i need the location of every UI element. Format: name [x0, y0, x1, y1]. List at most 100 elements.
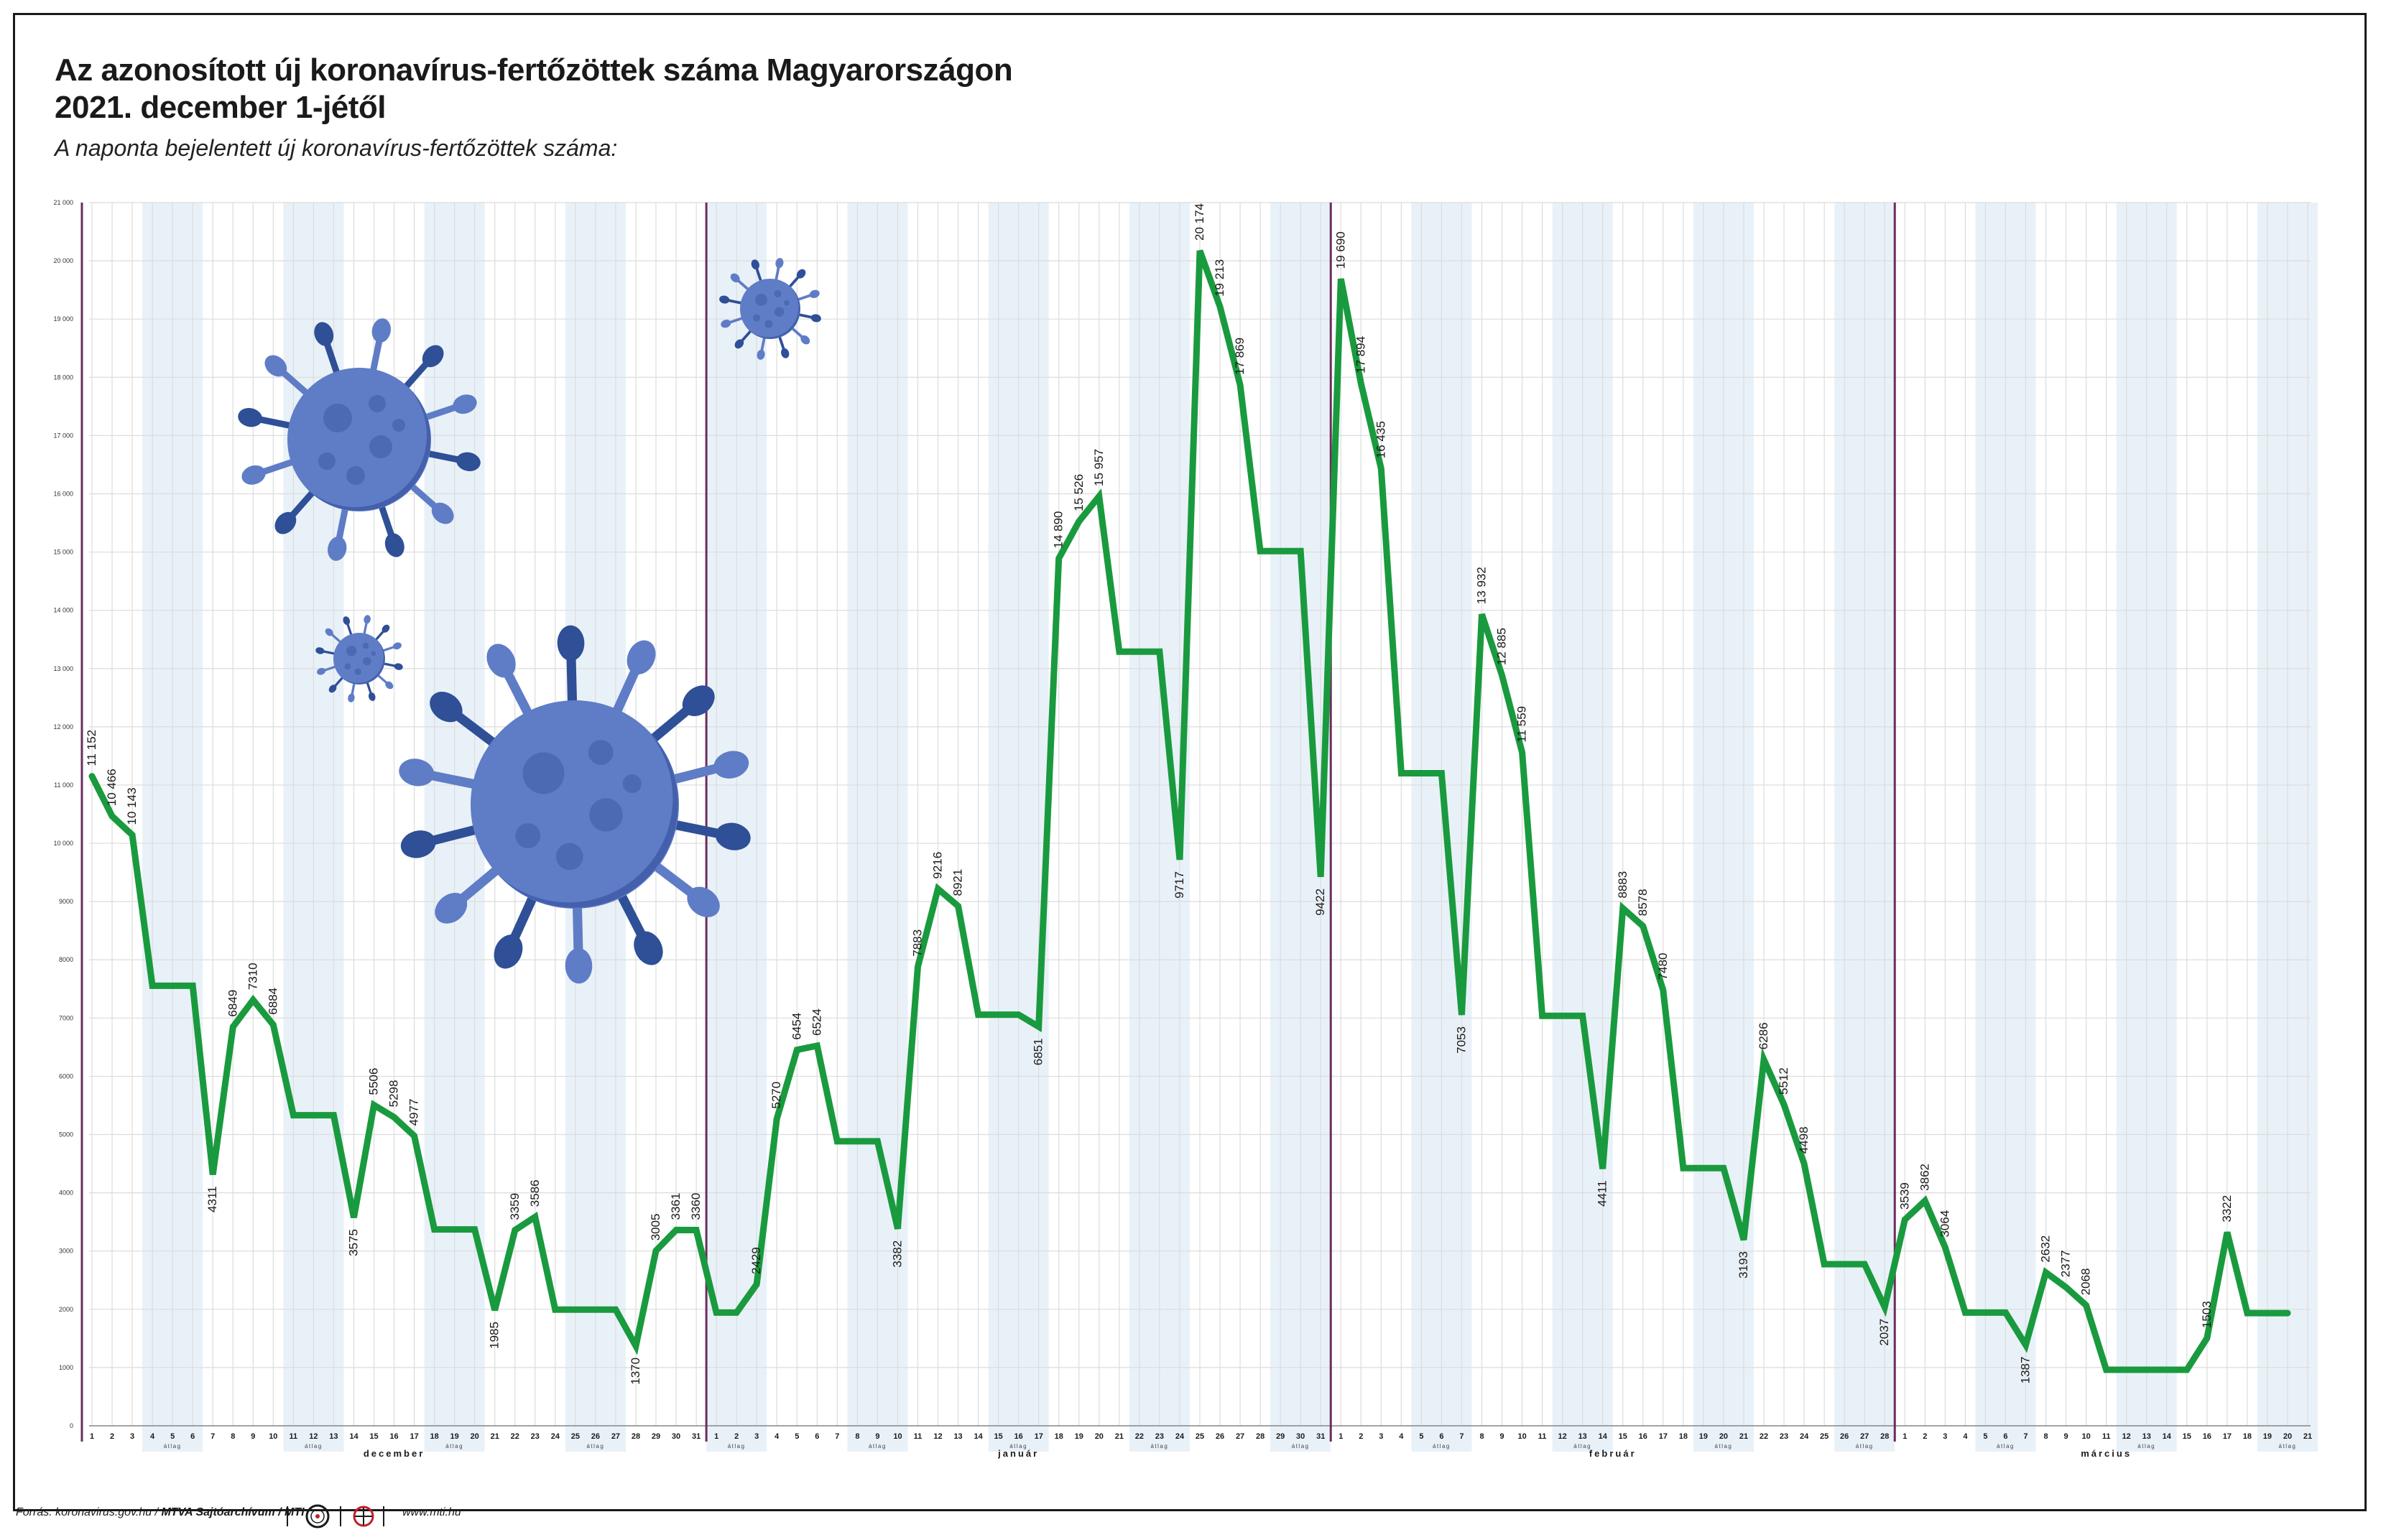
- x-tick-label: 24: [551, 1432, 560, 1441]
- x-tick-label: 7: [2023, 1432, 2028, 1441]
- x-tick-label: 9: [251, 1432, 255, 1441]
- x-tick-label: 25: [571, 1432, 580, 1441]
- x-tick-label: 14: [974, 1432, 983, 1441]
- x-tick-label: 13: [953, 1432, 962, 1441]
- x-tick-label: 30: [672, 1432, 680, 1441]
- x-tick-label: 16: [1639, 1432, 1647, 1441]
- x-tick-label: 8: [1479, 1432, 1484, 1441]
- x-tick-label: 7: [211, 1432, 215, 1441]
- x-tick-label: 19: [2263, 1432, 2272, 1441]
- x-tick-label: 17: [1035, 1432, 1043, 1441]
- x-tick-label: 19: [450, 1432, 459, 1441]
- x-tick-label: 24: [1175, 1432, 1185, 1441]
- y-tick-label: 19 000: [53, 315, 73, 323]
- data-label: 2068: [2079, 1268, 2093, 1295]
- y-tick-label: 13 000: [53, 665, 73, 672]
- x-tick-label: 20: [1719, 1432, 1728, 1441]
- x-tick-label: 14: [2163, 1432, 2172, 1441]
- data-label: 15 957: [1092, 449, 1106, 486]
- data-label: 3862: [1918, 1164, 1931, 1191]
- data-label: 7053: [1454, 1026, 1468, 1054]
- virus-illustrations: [238, 258, 821, 984]
- weekend-label: átlag: [2279, 1443, 2297, 1449]
- x-tick-label: 26: [1840, 1432, 1849, 1441]
- x-tick-label: 6: [1439, 1432, 1443, 1441]
- x-tick-label: 20: [1095, 1432, 1104, 1441]
- data-label: 19 213: [1213, 259, 1226, 297]
- data-label: 7310: [246, 962, 259, 990]
- footer-source-bold: MTVA Sajtóarchívum / MTI: [161, 1506, 305, 1518]
- y-tick-label: 5000: [59, 1131, 73, 1138]
- x-tick-label: 28: [1880, 1432, 1889, 1441]
- x-tick-label: 27: [1236, 1432, 1244, 1441]
- y-tick-label: 1000: [59, 1364, 73, 1371]
- y-tick-label: 17 000: [53, 432, 73, 439]
- mti-logo-icon: [353, 1506, 374, 1527]
- chart-title-line-1: Az azonosított új koronavírus-fertőzötte…: [55, 52, 1013, 88]
- x-tick-label: 12: [309, 1432, 318, 1441]
- mtva-logo-icon: [305, 1504, 330, 1529]
- x-tick-label: 2: [110, 1432, 114, 1441]
- x-tick-label: 15: [1619, 1432, 1627, 1441]
- y-tick-label: 7000: [59, 1014, 73, 1021]
- x-tick-label: 22: [1760, 1432, 1768, 1441]
- data-label: 3361: [669, 1193, 683, 1220]
- weekend-label: átlag: [586, 1443, 604, 1449]
- x-tick-label: 17: [1659, 1432, 1668, 1441]
- y-tick-label: 2000: [59, 1306, 73, 1313]
- x-tick-label: 11: [2102, 1432, 2111, 1441]
- x-tick-label: 3: [130, 1432, 134, 1441]
- x-tick-label: 5: [170, 1432, 175, 1441]
- x-tick-label: 22: [1135, 1432, 1144, 1441]
- mti-logos: [287, 1504, 384, 1529]
- x-tick-label: 24: [1800, 1432, 1809, 1441]
- x-tick-label: 1: [1339, 1432, 1343, 1441]
- data-label: 12 885: [1495, 628, 1509, 665]
- data-label: 6286: [1757, 1022, 1770, 1049]
- y-tick-label: 18 000: [53, 374, 73, 381]
- weekend-label: átlag: [1433, 1443, 1451, 1449]
- chart-title: Az azonosított új koronavírus-fertőzötte…: [55, 52, 1013, 126]
- line-chart: 0 1000 2000 3000 4000 5000 6000 7000 8000 9000 10 …: [53, 199, 2318, 1459]
- x-tick-label: 30: [1296, 1432, 1305, 1441]
- y-tick-label: 3000: [59, 1248, 73, 1255]
- y-tick-label: 11 000: [54, 781, 73, 789]
- x-tick-label: 1: [714, 1432, 718, 1441]
- data-label: 9216: [931, 852, 945, 879]
- x-tick-label: 27: [1860, 1432, 1869, 1441]
- x-tick-label: 7: [835, 1432, 839, 1441]
- weekend-label: átlag: [1292, 1443, 1310, 1449]
- x-tick-label: 19: [1075, 1432, 1083, 1441]
- y-tick-label: 0: [70, 1422, 73, 1429]
- virus-icon: [719, 258, 821, 360]
- x-tick-label: 5: [1983, 1432, 1987, 1441]
- x-tick-label: 15: [994, 1432, 1003, 1441]
- data-labels: 11 152 10 466 10 143 4311 6849 7310 6884 3575 55…: [85, 203, 2234, 1385]
- data-label: 3575: [346, 1229, 360, 1256]
- weekend-label: átlag: [2137, 1443, 2155, 1449]
- data-label: 3064: [1938, 1210, 1951, 1238]
- y-tick-label: 4000: [59, 1189, 73, 1197]
- x-tick-label: 10: [893, 1432, 902, 1441]
- x-tick-label: 4: [150, 1432, 155, 1441]
- y-axis-ticks: 0 1000 2000 3000 4000 5000 6000 7000 8000 9000 10 …: [53, 199, 73, 1429]
- data-label: 20 174: [1193, 203, 1206, 241]
- x-tick-label: 10: [1517, 1432, 1526, 1441]
- x-tick-label: 4: [1399, 1432, 1404, 1441]
- data-label: 3193: [1737, 1251, 1750, 1279]
- x-tick-label: 12: [933, 1432, 942, 1441]
- data-label: 14 890: [1052, 511, 1065, 548]
- data-label: 7883: [910, 929, 924, 957]
- x-tick-label: 18: [1055, 1432, 1063, 1441]
- y-tick-label: 20 000: [53, 257, 73, 264]
- x-tick-label: 11: [290, 1432, 298, 1441]
- data-label: 10 466: [105, 769, 119, 806]
- footer-source-prefix: Forrás: koronavirus.gov.hu /: [16, 1506, 162, 1518]
- x-tick-label: 9: [2064, 1432, 2068, 1441]
- weekend-label: átlag: [728, 1443, 746, 1449]
- x-tick-label: 17: [2223, 1432, 2232, 1441]
- x-tick-label: 14: [1599, 1432, 1608, 1441]
- x-tick-label: 21: [491, 1432, 499, 1441]
- x-tick-label: 1: [90, 1432, 94, 1441]
- x-tick-label: 4: [775, 1432, 780, 1441]
